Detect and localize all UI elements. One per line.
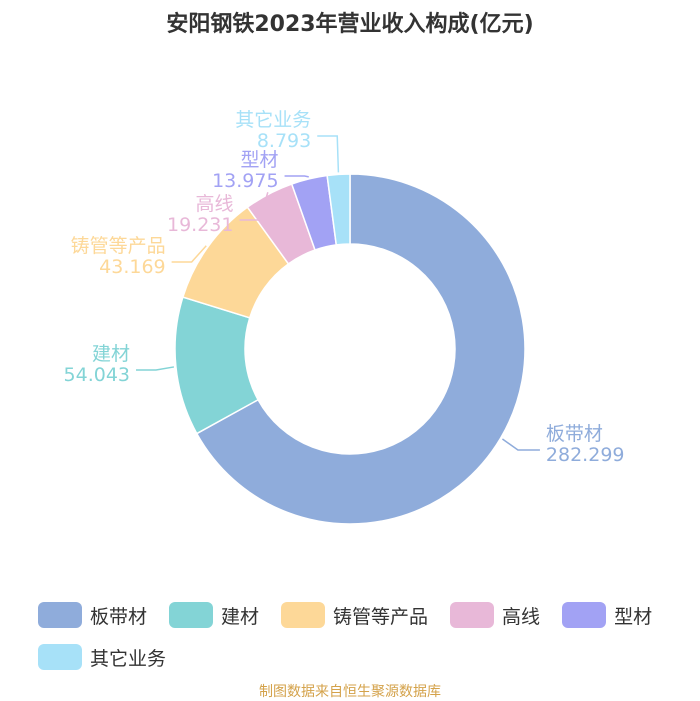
slice-5[interactable] [326,173,351,246]
slice-name-label-4: 型材 [241,149,279,171]
leader-line-1 [136,366,175,371]
slice-value-label-3: 19.231 [167,214,233,236]
leader-line-0 [501,438,540,451]
slice-value-label-0: 282.299 [546,444,625,466]
legend-swatch [562,602,607,628]
slice-0[interactable] [195,173,526,525]
legend-swatch [38,602,82,628]
legend-label: 板带材 [90,605,148,628]
legend-item-1[interactable]: 建材 [169,600,259,630]
legend: 板带材 建材 铸管等产品 高线 型材其它业务 [38,600,678,672]
legend-item-5[interactable]: 其它业务 [38,642,166,672]
legend-item-2[interactable]: 铸管等产品 [281,600,428,630]
leader-line-4 [284,175,309,178]
slice-name-label-0: 板带材 [546,423,603,445]
slice-name-label-3: 高线 [195,193,233,215]
chart-title: 安阳钢铁2023年营业收入构成(亿元) [166,12,534,37]
legend-label: 其它业务 [90,647,167,670]
legend-swatch [38,644,82,670]
leader-line-2 [171,245,207,263]
leader-line-3 [239,192,269,221]
slice-name-label-1: 建材 [92,343,130,365]
slice-value-label-4: 13.975 [212,170,278,192]
legend-label: 建材 [221,605,260,628]
legend-label: 型材 [614,605,653,628]
legend-swatch [450,602,495,628]
legend-item-3[interactable]: 高线 [450,600,540,630]
legend-swatch [281,602,326,628]
legend-item-4[interactable]: 型材 [562,600,652,630]
legend-item-0[interactable]: 板带材 [38,600,147,630]
slice-name-label-2: 铸管等产品 [71,235,166,257]
slice-value-label-1: 54.043 [64,364,130,386]
slice-value-label-5: 8.793 [257,130,311,152]
slice-name-label-5: 其它业务 [235,109,311,131]
leader-line-5 [317,135,340,173]
legend-label: 高线 [502,605,541,628]
legend-label: 铸管等产品 [333,605,429,628]
legend-swatch [169,602,214,628]
source-note: 制图数据来自恒生聚源数据库 [259,684,441,700]
slice-value-label-2: 43.169 [99,256,165,278]
